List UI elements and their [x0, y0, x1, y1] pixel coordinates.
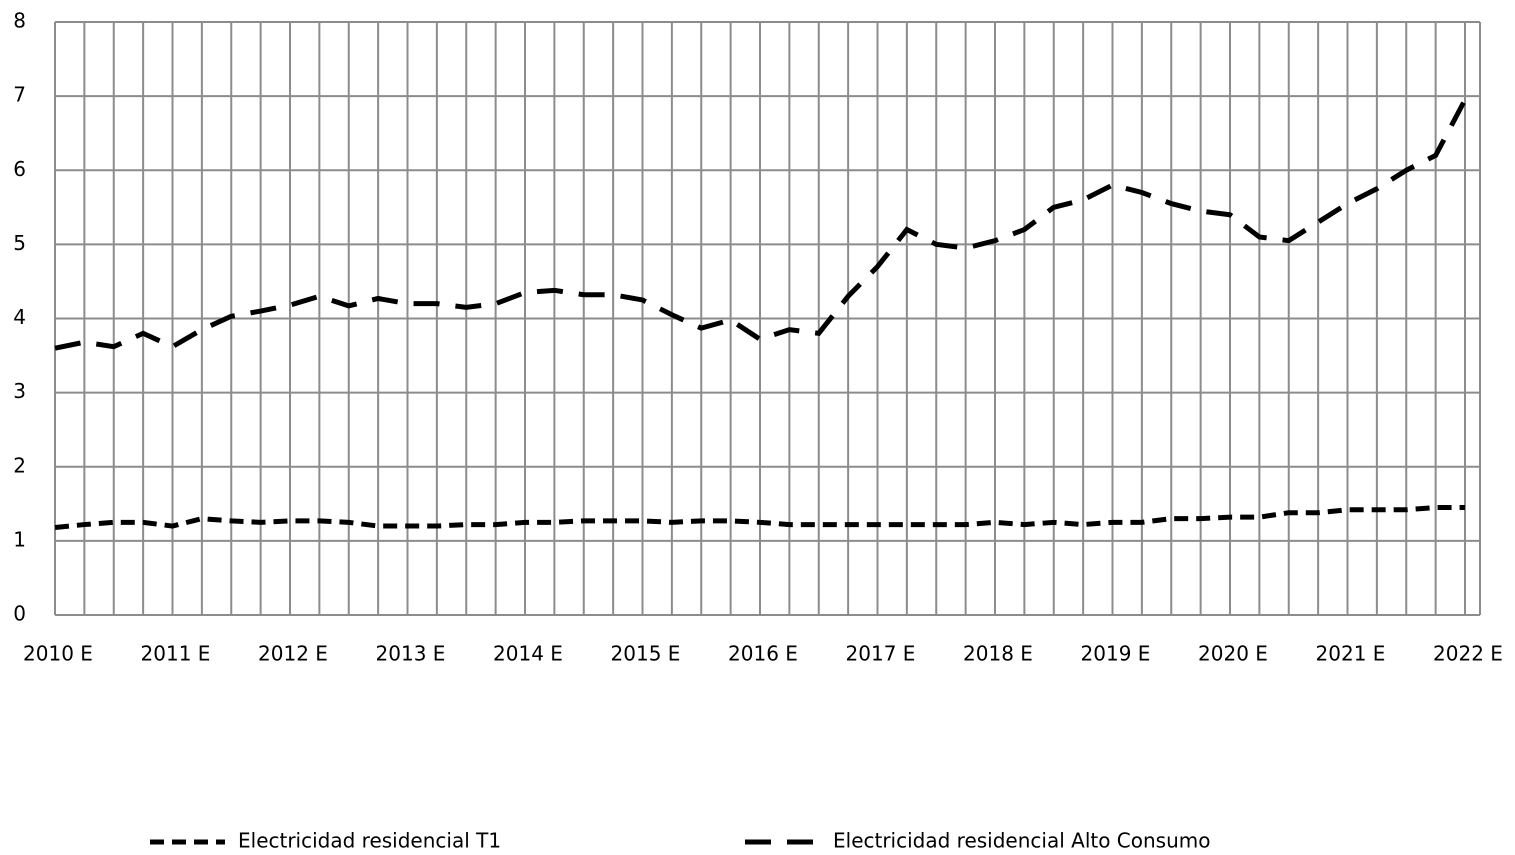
- x-tick-label: 2014 E: [493, 642, 563, 666]
- x-tick-label: 2010 E: [23, 642, 93, 666]
- y-tick-label: 2: [13, 453, 26, 477]
- y-tick-label: 3: [13, 379, 26, 403]
- legend-label: Electricidad residencial T1: [238, 829, 501, 852]
- x-tick-label: 2017 E: [846, 642, 916, 666]
- x-tick-label: 2016 E: [728, 642, 798, 666]
- series-line: [54, 98, 1468, 351]
- y-tick-label: 5: [13, 231, 26, 255]
- legend-label: Electricidad residencial Alto Consumo: [833, 829, 1211, 852]
- y-tick-label: 7: [13, 83, 26, 107]
- y-tick-label: 0: [13, 602, 26, 626]
- y-tick-label: 4: [13, 305, 26, 329]
- series-line: [54, 505, 1465, 531]
- y-tick-label: 8: [13, 9, 26, 33]
- x-tick-label: 2021 E: [1316, 642, 1386, 666]
- y-tick-label: 1: [13, 527, 26, 551]
- x-tick-label: 2019 E: [1081, 642, 1151, 666]
- x-tick-label: 2013 E: [376, 642, 446, 666]
- x-tick-label: 2018 E: [963, 642, 1033, 666]
- x-tick-label: 2012 E: [258, 642, 328, 666]
- y-tick-label: 6: [13, 157, 26, 181]
- x-tick-label: 2011 E: [141, 642, 211, 666]
- x-tick-label: 2015 E: [611, 642, 681, 666]
- x-tick-label: 2020 E: [1198, 642, 1268, 666]
- x-tick-label: 2022 E: [1433, 642, 1503, 666]
